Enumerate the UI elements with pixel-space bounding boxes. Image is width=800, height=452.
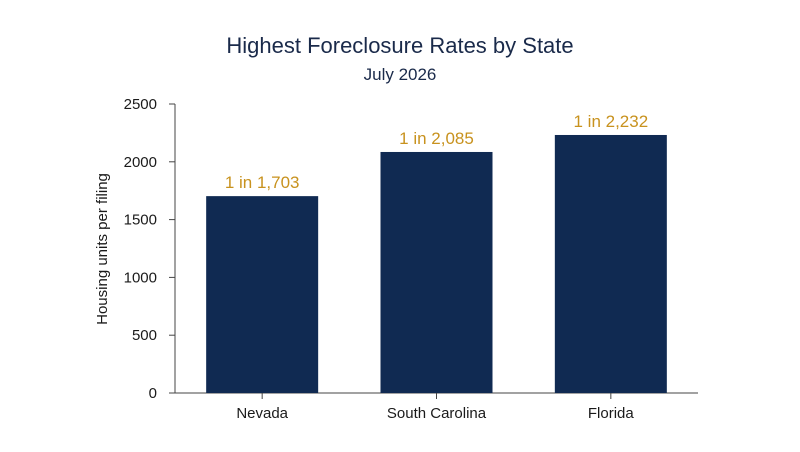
y-tick-label: 500 [132, 327, 157, 344]
x-tick-label: South Carolina [387, 405, 487, 422]
bar [206, 196, 319, 393]
x-tick-label: Nevada [236, 405, 288, 422]
data-labels: 1 in 1,703 1 in 2,085 1 in 2,232 [225, 112, 648, 192]
y-tick-label: 1500 [124, 212, 157, 229]
x-tick-label: Florida [588, 405, 635, 422]
bar [380, 151, 493, 393]
data-label: 1 in 2,232 [573, 112, 648, 131]
bar [554, 134, 667, 393]
data-label: 1 in 2,085 [399, 129, 474, 148]
axes: 0 500 1000 1500 2000 2500 Nevada South Carolina… [124, 96, 698, 422]
data-label: 1 in 1,703 [225, 173, 300, 192]
bars [206, 134, 667, 393]
y-tick-label: 2000 [124, 154, 157, 171]
chart-subtitle: July 2026 [364, 65, 437, 84]
chart-title: Highest Foreclosure Rates by State [226, 33, 573, 58]
y-tick-label: 2500 [124, 96, 157, 113]
y-tick-label: 1000 [124, 269, 157, 286]
y-axis-title: Housing units per filing [94, 173, 111, 325]
y-tick-label: 0 [149, 385, 157, 402]
